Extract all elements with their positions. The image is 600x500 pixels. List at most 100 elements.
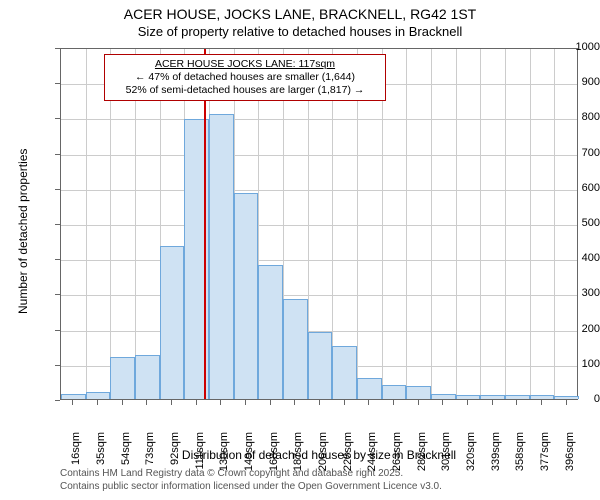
ytick-label: 0 (549, 393, 600, 405)
xtick (245, 400, 246, 405)
histogram-bar (86, 392, 111, 399)
xtick (566, 400, 567, 405)
xtick (393, 400, 394, 405)
xtick (467, 400, 468, 405)
footer-line-2: Contains public sector information licen… (60, 481, 442, 494)
gridline-v (135, 49, 136, 399)
xtick-label: 206sqm (317, 432, 329, 476)
xtick (368, 400, 369, 405)
ytick (55, 83, 60, 84)
histogram-bar (332, 346, 357, 399)
gridline-v (431, 49, 432, 399)
histogram-bar (382, 385, 407, 399)
xtick-label: 16sqm (70, 432, 82, 476)
ytick (55, 259, 60, 260)
ytick-label: 200 (549, 323, 600, 335)
annotation-line: ← 47% of detached houses are smaller (1,… (111, 71, 379, 84)
xtick (122, 400, 123, 405)
xtick (146, 400, 147, 405)
chart-root: { "chart": { "type": "histogram", "title… (0, 0, 600, 500)
xtick-label: 396sqm (564, 432, 576, 476)
xtick (319, 400, 320, 405)
ytick (55, 154, 60, 155)
xtick (270, 400, 271, 405)
ytick-label: 300 (549, 287, 600, 299)
xtick (294, 400, 295, 405)
xtick-label: 35sqm (95, 432, 107, 476)
xtick-label: 339sqm (490, 432, 502, 476)
xtick-label: 168sqm (268, 432, 280, 476)
histogram-bar (110, 357, 135, 399)
xtick-label: 377sqm (539, 432, 551, 476)
xtick-label: 149sqm (243, 432, 255, 476)
histogram-bar (505, 395, 530, 399)
ytick (55, 365, 60, 366)
gridline-v (382, 49, 383, 399)
histogram-bar (431, 394, 456, 399)
xtick-label: 263sqm (391, 432, 403, 476)
histogram-bar (61, 394, 86, 399)
histogram-bar (406, 386, 431, 399)
xtick-label: 73sqm (144, 432, 156, 476)
annotation-box: ACER HOUSE JOCKS LANE: 117sqm← 47% of de… (104, 54, 386, 101)
gridline-h (61, 295, 577, 296)
histogram-bar (283, 299, 308, 399)
histogram-bar (160, 246, 185, 399)
marker-line (204, 49, 206, 399)
xtick-label: 92sqm (169, 432, 181, 476)
histogram-bar (135, 355, 160, 399)
ytick-label: 500 (549, 217, 600, 229)
gridline-v (357, 49, 358, 399)
ytick (55, 118, 60, 119)
xtick (171, 400, 172, 405)
xtick-label: 358sqm (514, 432, 526, 476)
ytick-label: 700 (549, 147, 600, 159)
annotation-line: 52% of semi-detached houses are larger (… (111, 84, 379, 97)
xtick-label: 301sqm (440, 432, 452, 476)
chart-subtitle: Size of property relative to detached ho… (0, 24, 600, 39)
ytick (55, 48, 60, 49)
gridline-h (61, 155, 577, 156)
xtick (220, 400, 221, 405)
xtick (442, 400, 443, 405)
xtick (72, 400, 73, 405)
xtick (196, 400, 197, 405)
gridline-h (61, 119, 577, 120)
histogram-bar (456, 395, 481, 399)
xtick-label: 187sqm (292, 432, 304, 476)
ytick-label: 1000 (549, 41, 600, 53)
xtick (516, 400, 517, 405)
gridline-v (456, 49, 457, 399)
xtick-label: 244sqm (366, 432, 378, 476)
ytick-label: 900 (549, 76, 600, 88)
xtick (97, 400, 98, 405)
ytick-label: 600 (549, 182, 600, 194)
ytick (55, 189, 60, 190)
histogram-bar (357, 378, 382, 399)
gridline-v (110, 49, 111, 399)
xtick-label: 130sqm (218, 432, 230, 476)
histogram-bar (480, 395, 505, 399)
ytick (55, 330, 60, 331)
y-axis-label: Number of detached properties (16, 149, 30, 314)
ytick-label: 100 (549, 358, 600, 370)
xtick (344, 400, 345, 405)
histogram-bar (258, 265, 283, 399)
ytick (55, 294, 60, 295)
gridline-v (86, 49, 87, 399)
xtick (418, 400, 419, 405)
gridline-v (530, 49, 531, 399)
xtick (541, 400, 542, 405)
ytick (55, 224, 60, 225)
gridline-h (61, 225, 577, 226)
annotation-line: ACER HOUSE JOCKS LANE: 117sqm (111, 58, 379, 71)
xtick (492, 400, 493, 405)
gridline-v (505, 49, 506, 399)
histogram-bar (209, 114, 234, 399)
xtick-label: 282sqm (416, 432, 428, 476)
gridline-v (406, 49, 407, 399)
chart-title: ACER HOUSE, JOCKS LANE, BRACKNELL, RG42 … (0, 6, 600, 22)
gridline-v (480, 49, 481, 399)
ytick (55, 400, 60, 401)
xtick-label: 320sqm (465, 432, 477, 476)
